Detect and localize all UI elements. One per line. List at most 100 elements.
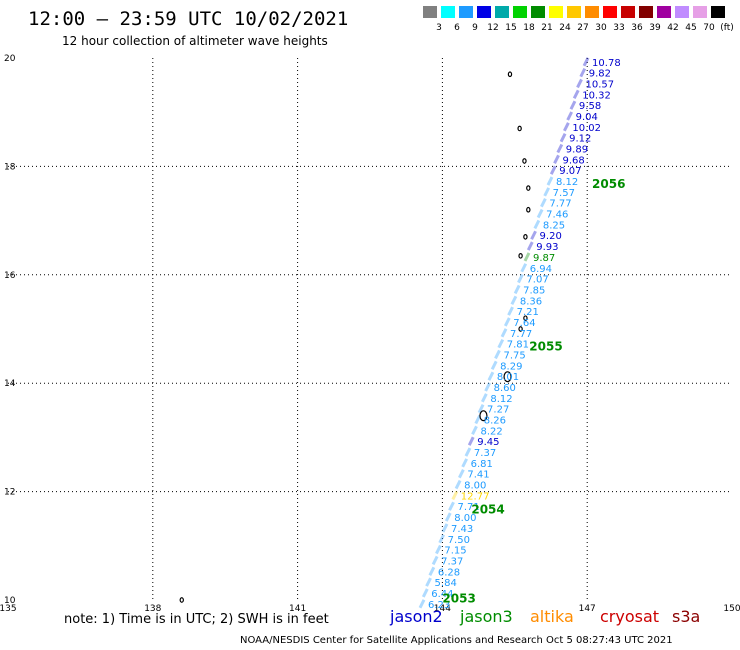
swath-segment	[500, 328, 508, 338]
swath-segment	[477, 404, 485, 414]
satellite-name-jason2: jason2	[390, 607, 443, 626]
pass-number-label: 2053	[442, 592, 475, 606]
legend-swatch	[656, 5, 672, 19]
swath-segment	[425, 577, 432, 587]
wave-height-label: 9.45	[477, 437, 499, 448]
island-outline	[517, 125, 522, 132]
legend-label: 70	[703, 23, 715, 33]
wave-height-label: 9.07	[559, 166, 581, 177]
swath-segment	[448, 501, 455, 511]
swath-segment	[556, 143, 564, 154]
wave-height-label: 7.15	[444, 546, 466, 557]
legend-swatch	[494, 5, 510, 19]
legend-label: 12	[487, 23, 499, 33]
island-outline	[479, 410, 488, 422]
swath-segment	[572, 89, 580, 99]
swath-segment	[497, 338, 505, 349]
wave-height-label: 7.77	[549, 199, 571, 210]
wave-height-label: 8.25	[543, 220, 565, 231]
wave-height-label: 9.89	[566, 145, 588, 156]
wave-height-label: 7.43	[451, 524, 473, 535]
legend-label: 24	[559, 23, 571, 33]
wave-height-label: 5.84	[435, 578, 457, 589]
island-outline	[503, 371, 512, 383]
legend-label: (ft)	[720, 23, 734, 33]
swath-segment	[418, 599, 426, 609]
satellite-name-altika: altika	[530, 607, 574, 626]
wave-height-label: 6.81	[471, 459, 493, 470]
swath-segment	[480, 393, 488, 403]
swath-segment	[435, 544, 442, 555]
footer-credit: NOAA/NESDIS Center for Satellite Applica…	[240, 635, 673, 646]
wave-height-label: 9.20	[540, 231, 562, 242]
swath-segment	[507, 306, 514, 316]
swath-segment	[494, 349, 501, 360]
swath-segment	[474, 414, 482, 425]
wave-height-label: 9.93	[536, 242, 558, 253]
legend-label: 27	[577, 23, 589, 33]
plot-frame	[8, 58, 732, 600]
legend-label: 6	[454, 23, 460, 33]
swath-segment	[563, 122, 570, 132]
satellite-name-jason3: jason3	[460, 607, 513, 626]
swath-segment	[520, 263, 528, 273]
legend-swatch	[710, 5, 726, 19]
swath-segment	[490, 360, 498, 370]
swath-segment	[566, 111, 573, 121]
wave-height-label: 9.58	[579, 101, 601, 112]
swath-segment	[444, 512, 452, 522]
legend-label: 9	[472, 23, 478, 33]
swath-segment	[458, 469, 465, 479]
wave-height-label: 10.57	[585, 79, 614, 90]
swath-segment	[467, 436, 475, 446]
wave-height-label: 7.81	[507, 340, 529, 351]
axis-ticks: 135 138 141 144 147 150 10 12 14 16 18 20	[0, 54, 740, 614]
swath-segment	[579, 67, 587, 78]
lat-tick-label: 20	[4, 54, 16, 64]
swath-segment	[503, 317, 511, 327]
legend-label: 45	[685, 23, 697, 33]
lat-tick-label: 14	[4, 379, 16, 389]
swath-segment	[582, 57, 590, 67]
wave-height-label: 8.12	[490, 394, 512, 405]
swath-segment	[536, 208, 544, 219]
wave-height-label: 7.85	[523, 285, 545, 296]
wave-height-label: 8.29	[500, 361, 522, 372]
swath-segment	[428, 566, 436, 576]
swath-segment	[487, 371, 495, 381]
map-subtitle: 12 hour collection of altimeter wave hei…	[62, 34, 328, 48]
island-outline	[526, 206, 531, 213]
lat-tick-label: 10	[4, 596, 16, 606]
legend-label: 18	[523, 23, 535, 33]
wave-height-label: 7.37	[441, 556, 463, 567]
lon-tick-label: 135	[0, 604, 17, 614]
map-title: 12:00 — 23:59 UTC 10/02/2021	[28, 8, 349, 30]
wave-height-label: 7.57	[553, 188, 575, 199]
lat-tick-label: 18	[4, 162, 16, 172]
swath-segment	[451, 490, 459, 501]
swath-segment	[421, 588, 429, 598]
lon-tick-label: 150	[723, 604, 740, 614]
wave-height-label: 7.41	[467, 470, 489, 481]
legend-swatch	[422, 5, 438, 19]
satellite-name-cryosat: cryosat	[600, 607, 660, 626]
legend-label: 21	[541, 23, 553, 33]
wave-height-label: 9.82	[589, 69, 611, 80]
wave-height-label: 8.00	[454, 513, 476, 524]
wave-height-label: 7.50	[448, 535, 470, 546]
legend-swatch	[602, 5, 618, 19]
swath-segment	[559, 133, 567, 143]
swath-segment	[546, 176, 554, 186]
wave-height-label: 7.46	[546, 210, 568, 221]
swath-segment	[464, 447, 472, 457]
pass-number-label: 2055	[529, 340, 562, 354]
wave-height-label: 10.02	[572, 123, 601, 134]
swath-segment	[530, 230, 537, 240]
wave-height-label: 7.71	[458, 502, 480, 513]
wave-height-label: 9.87	[533, 253, 555, 264]
swath-segment	[484, 382, 491, 392]
wave-height-label: 8.60	[494, 383, 516, 394]
legend-label: 36	[631, 23, 643, 33]
lon-tick-label: 147	[579, 604, 596, 614]
swath-segment	[543, 187, 551, 197]
